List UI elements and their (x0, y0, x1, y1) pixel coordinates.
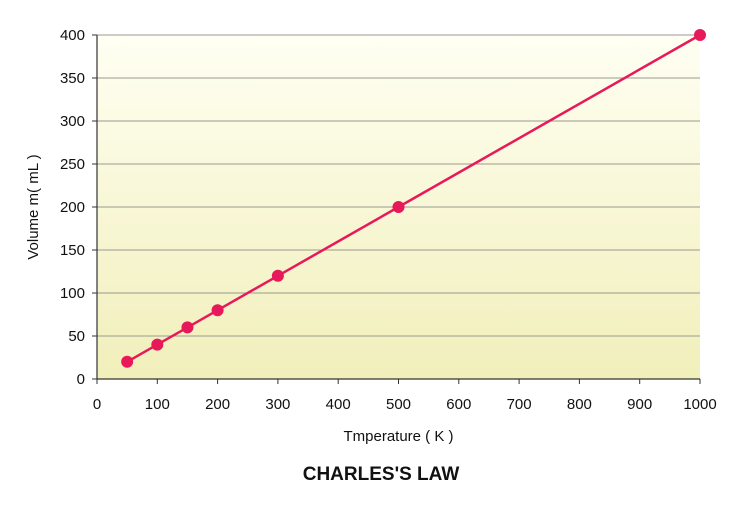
y-tick-label: 350 (60, 70, 85, 87)
y-tick-label: 0 (77, 371, 85, 388)
x-tick-label: 200 (205, 396, 230, 413)
y-tick-label: 100 (60, 285, 85, 302)
x-tick-label: 700 (507, 396, 532, 413)
data-point (121, 355, 134, 368)
x-tick-label: 500 (386, 396, 411, 413)
x-axis-ticks: 0 100 200 300 400 500 600 700 800 900 1000 (93, 379, 717, 413)
data-point (181, 321, 194, 334)
x-axis-label: Tmperature ( K ) (343, 428, 453, 445)
gridlines (97, 34, 700, 337)
y-tick-label: 300 (60, 113, 85, 130)
data-point (392, 201, 405, 213)
x-tick-label: 800 (567, 396, 592, 413)
data-point (694, 29, 706, 41)
y-tick-label: 400 (60, 27, 85, 44)
y-tick-label: 250 (60, 156, 85, 173)
y-axis-ticks: 0 50 100 150 200 250 300 350 400 (60, 27, 97, 388)
x-tick-label: 100 (145, 396, 170, 413)
data-point (151, 338, 164, 351)
x-tick-label: 900 (627, 396, 652, 413)
series (121, 29, 706, 368)
data-point (271, 269, 284, 282)
y-tick-label: 50 (68, 328, 85, 345)
x-tick-label: 1000 (683, 396, 716, 413)
y-axis-label: Volume m( mL ) (25, 154, 42, 259)
y-tick-label: 150 (60, 242, 85, 259)
chart-title: CHARLES'S LAW (303, 464, 460, 485)
y-tick-label: 200 (60, 199, 85, 216)
x-tick-label: 0 (93, 396, 101, 413)
x-tick-label: 400 (326, 396, 351, 413)
x-tick-label: 600 (446, 396, 471, 413)
data-point (211, 304, 224, 317)
x-tick-label: 300 (265, 396, 290, 413)
